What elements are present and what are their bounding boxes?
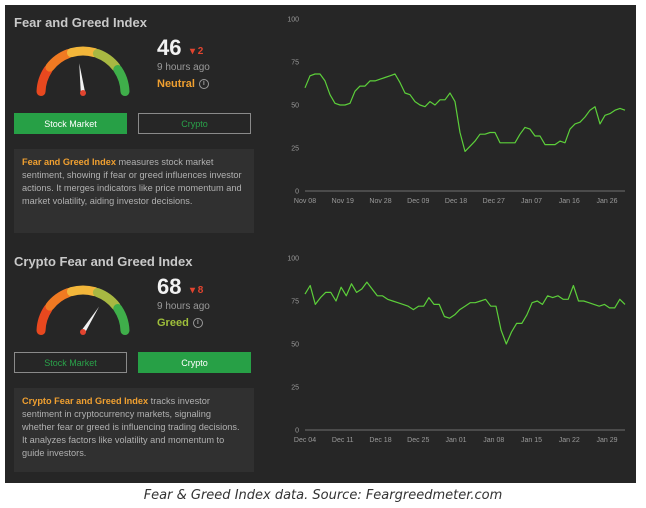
y-tick-label: 0 bbox=[295, 428, 299, 435]
sentiment-label: Neutral i bbox=[157, 78, 209, 90]
stock-market-button[interactable]: Stock Market bbox=[14, 113, 127, 134]
y-tick-label: 0 bbox=[295, 189, 299, 196]
stock-index-chart: 0 25 50 75 100 Nov 08 Nov 19 Nov 28 Dec 09 Dec 18… bbox=[275, 5, 636, 244]
gauge-segment bbox=[113, 65, 130, 97]
x-tick-label: Dec 25 bbox=[407, 437, 429, 444]
gauge-segment bbox=[92, 288, 121, 311]
y-tick-label: 25 bbox=[291, 146, 299, 153]
description-text: measures stock market sentiment, showing… bbox=[22, 157, 242, 206]
info-icon[interactable]: i bbox=[192, 318, 203, 328]
x-tick-label: Jan 16 bbox=[559, 198, 580, 205]
x-tick-label: Nov 08 bbox=[294, 198, 316, 205]
x-tick-label: Jan 26 bbox=[596, 198, 617, 205]
description-highlight: Fear and Greed Index bbox=[22, 157, 116, 167]
description-highlight: Crypto Fear and Greed Index bbox=[22, 396, 149, 406]
gauge-needle-hub bbox=[80, 90, 86, 96]
updated-timestamp: 9 hours ago bbox=[157, 62, 210, 73]
crypto-button[interactable]: Crypto bbox=[138, 352, 251, 373]
series-line bbox=[304, 281, 626, 345]
figure-caption: Fear & Greed Index data. Source: Feargre… bbox=[143, 488, 503, 503]
gauge-segment bbox=[45, 49, 74, 72]
y-tick-label: 50 bbox=[291, 342, 299, 349]
stock-market-button[interactable]: Stock Market bbox=[14, 352, 127, 373]
y-tick-label: 25 bbox=[291, 385, 299, 392]
x-tick-label: Jan 01 bbox=[445, 437, 466, 444]
x-tick-label: Dec 27 bbox=[483, 198, 505, 205]
gauge-segment bbox=[36, 65, 53, 97]
description-box: Fear and Greed Index measures stock mark… bbox=[14, 149, 254, 233]
x-tick-label: Jan 08 bbox=[483, 437, 504, 444]
gauge-segment bbox=[66, 46, 100, 58]
x-tick-label: Dec 18 bbox=[369, 437, 391, 444]
x-tick-label: Nov 28 bbox=[369, 198, 391, 205]
gauge-segment bbox=[36, 304, 53, 336]
x-tick-label: Nov 19 bbox=[332, 198, 354, 205]
gauge-needle bbox=[81, 306, 100, 334]
sentiment-text: Neutral bbox=[157, 78, 195, 90]
x-tick-label: Dec 04 bbox=[294, 437, 316, 444]
x-tick-label: Jan 22 bbox=[559, 437, 580, 444]
change-indicator: ▾ 8 bbox=[190, 285, 204, 296]
index-value: 46 bbox=[157, 35, 182, 60]
y-tick-label: 100 bbox=[287, 17, 299, 24]
description-text: tracks investor sentiment in cryptocurre… bbox=[22, 396, 240, 458]
y-tick-label: 100 bbox=[287, 256, 299, 263]
panel-title: Crypto Fear and Greed Index bbox=[14, 254, 193, 269]
series-line bbox=[304, 73, 626, 152]
description-box: Crypto Fear and Greed Index tracks inves… bbox=[14, 388, 254, 472]
fear-greed-gauge bbox=[31, 37, 135, 101]
sentiment-label: Greed i bbox=[157, 317, 203, 329]
x-tick-label: Dec 11 bbox=[332, 437, 354, 444]
stock-index-panel: Fear and Greed Index 46 ▾ 2 9 hours ago … bbox=[5, 5, 636, 244]
gauge-segment bbox=[92, 49, 121, 72]
index-value: 68 bbox=[157, 274, 182, 299]
crypto-index-chart: 0 25 50 75 100 Dec 04 Dec 11 Dec 18 Dec 25 Jan 01… bbox=[275, 244, 636, 483]
x-tick-label: Jan 15 bbox=[521, 437, 542, 444]
updated-timestamp: 9 hours ago bbox=[157, 301, 210, 312]
crypto-button[interactable]: Crypto bbox=[138, 113, 251, 134]
x-tick-label: Jan 07 bbox=[521, 198, 542, 205]
gauge-segment bbox=[113, 304, 130, 336]
change-indicator: ▾ 2 bbox=[190, 46, 204, 57]
y-tick-label: 75 bbox=[291, 299, 299, 306]
y-tick-label: 50 bbox=[291, 103, 299, 110]
x-tick-label: Dec 18 bbox=[445, 198, 467, 205]
fear-greed-widget: Fear and Greed Index 46 ▾ 2 9 hours ago … bbox=[5, 5, 636, 483]
gauge-needle-hub bbox=[80, 329, 86, 335]
y-tick-label: 75 bbox=[291, 60, 299, 67]
crypto-index-panel: Crypto Fear and Greed Index 68 ▾ 8 9 hou… bbox=[5, 244, 636, 483]
x-tick-label: Dec 09 bbox=[407, 198, 429, 205]
x-tick-label: Jan 29 bbox=[596, 437, 617, 444]
gauge-needle bbox=[79, 63, 86, 94]
gauge-segment bbox=[66, 285, 100, 297]
fear-greed-gauge bbox=[31, 276, 135, 340]
panel-title: Fear and Greed Index bbox=[14, 15, 147, 30]
info-icon[interactable]: i bbox=[198, 79, 209, 89]
sentiment-text: Greed bbox=[157, 317, 189, 329]
gauge-segment bbox=[45, 288, 74, 311]
